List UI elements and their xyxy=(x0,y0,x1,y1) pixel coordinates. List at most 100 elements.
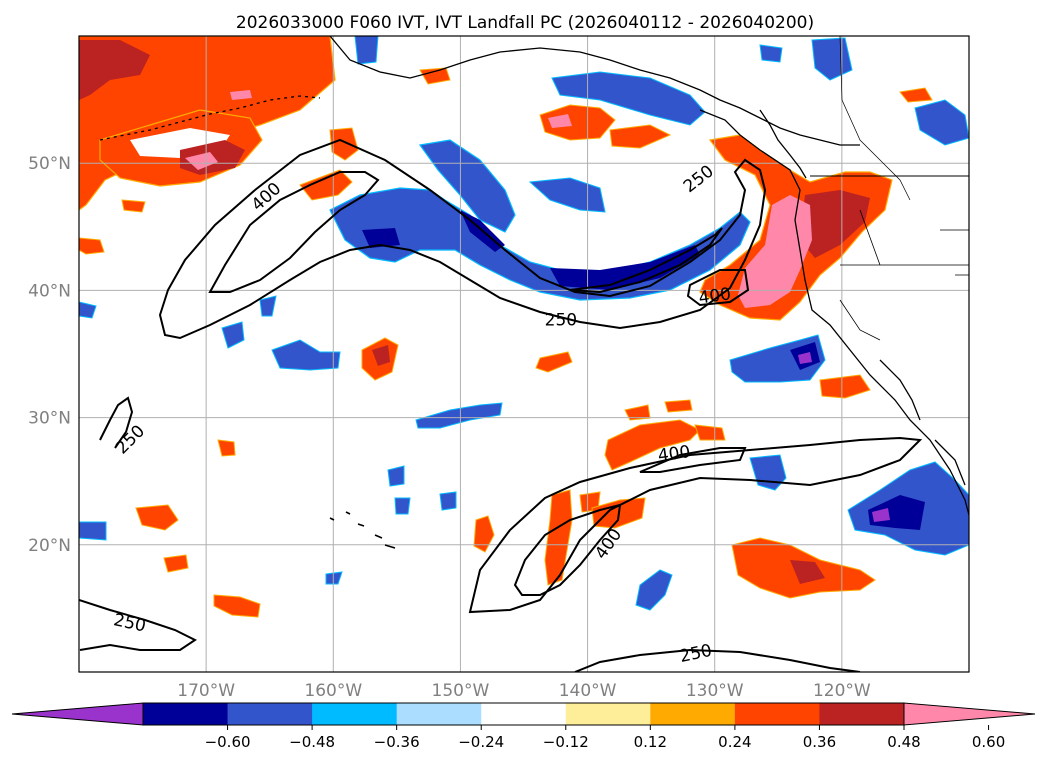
colorbar-extend-max xyxy=(903,702,1036,726)
longitude-tick-label: 170°W xyxy=(177,681,235,701)
negative-anomaly-region xyxy=(221,321,245,349)
colorbar-tick-label: 0.48 xyxy=(887,733,920,751)
colorbar-swatch xyxy=(143,703,229,725)
longitude-tick-label: 150°W xyxy=(432,681,490,701)
colorbar-tick-label: 0.60 xyxy=(972,733,1005,751)
strong-negative-region xyxy=(868,495,925,530)
colorbar-swatch xyxy=(312,703,398,725)
colorbar-swatch xyxy=(734,703,820,725)
positive-anomaly-region xyxy=(473,515,495,553)
contour-label-group: 400 xyxy=(697,284,732,308)
colorbar-tick-label: −0.48 xyxy=(289,733,335,751)
negative-anomaly-region xyxy=(528,177,606,213)
alaska-coastline xyxy=(329,36,860,146)
positive-anomaly-region xyxy=(217,439,236,457)
positive-anomaly-region xyxy=(213,594,261,618)
graticule xyxy=(79,36,969,672)
colorbar-outline xyxy=(142,702,905,726)
latitude-tick-label: 50°N xyxy=(28,154,71,174)
ivt-shading xyxy=(79,36,969,618)
negative-anomaly-region xyxy=(271,339,341,371)
negative-anomaly-region xyxy=(259,295,277,317)
hawaiian-islands xyxy=(329,511,396,549)
colorbar-tick-label: −0.12 xyxy=(543,733,589,751)
baja-coastline xyxy=(879,359,966,486)
ivt-400-contour xyxy=(513,503,622,596)
longitude-tick-label: 130°W xyxy=(686,681,744,701)
negative-anomaly-region xyxy=(354,36,379,65)
longitude-tick-label: 120°W xyxy=(813,681,871,701)
ivt-400-contour xyxy=(686,269,750,307)
colorbar-swatch xyxy=(481,703,567,725)
contour-label-group: 250 xyxy=(545,311,577,331)
contour-label: 400 xyxy=(657,442,692,466)
longitude-tick-label: 160°W xyxy=(304,681,362,701)
colorbar-swatch xyxy=(396,703,482,725)
colorbar: −0.60 −0.48 −0.36 −0.24 −0.12 0.12 0.24 0.36 0.4… xyxy=(11,702,1036,751)
positive-anomaly-region xyxy=(604,419,701,471)
colorbar-tick-label: 0.36 xyxy=(803,733,836,751)
contour-label-group: 400 xyxy=(657,442,692,466)
colorbar-tick-label: 0.12 xyxy=(634,733,667,751)
negative-anomaly-region xyxy=(551,71,706,126)
negative-anomaly-region xyxy=(439,491,457,511)
negative-anomaly-region xyxy=(79,301,97,319)
colorbar-swatch xyxy=(565,703,651,725)
british-columbia-coast xyxy=(759,109,807,179)
positive-anomaly-region xyxy=(664,399,693,413)
colorbar-tick-label: 0.24 xyxy=(718,733,751,751)
state-border xyxy=(839,209,969,341)
latitude-labels: 50°N 40°N 30°N 20°N xyxy=(28,154,71,556)
map-frame xyxy=(78,35,970,673)
strongest-positive-region xyxy=(738,195,812,308)
colorbar-swatch xyxy=(819,703,905,725)
ivt-250-contour xyxy=(468,436,923,614)
positive-anomaly-region xyxy=(694,424,726,441)
positive-anomaly-region xyxy=(535,351,573,373)
negative-anomaly-region xyxy=(914,99,969,146)
colorbar-swatch xyxy=(650,703,736,725)
contour-label: 400 xyxy=(697,284,732,308)
negative-anomaly-region xyxy=(394,497,411,515)
longitude-tick-label: 140°W xyxy=(559,681,617,701)
negative-anomaly-region xyxy=(79,521,107,541)
north-america-coastline xyxy=(699,109,969,516)
ivt-contours xyxy=(79,138,923,672)
ivt-400-contour xyxy=(639,447,747,473)
ivt-250-contour xyxy=(574,648,861,672)
positive-anomaly-region xyxy=(609,124,672,149)
ivt-250-contour xyxy=(79,599,197,651)
latitude-tick-label: 40°N xyxy=(28,281,71,301)
strongest-positive-region xyxy=(230,90,252,100)
strong-positive-region xyxy=(372,345,390,366)
strongest-positive-region xyxy=(185,152,218,170)
colorbar-tick-label: −0.60 xyxy=(205,733,251,751)
strong-positive-region xyxy=(790,560,825,584)
ivt-250-contour xyxy=(158,138,767,340)
latitude-tick-label: 30°N xyxy=(28,409,71,429)
negative-anomaly-region xyxy=(325,571,343,585)
ivt-400-contour xyxy=(208,171,380,293)
colorbar-extend-min xyxy=(11,702,144,726)
strong-positive-region xyxy=(800,190,870,258)
positive-anomaly-region xyxy=(419,67,451,85)
colorbar-swatch xyxy=(227,703,313,725)
positive-anomaly-region xyxy=(79,237,105,255)
negative-anomaly-region xyxy=(635,569,673,611)
negative-anomaly-region xyxy=(759,44,783,63)
colorbar-tick-label: −0.24 xyxy=(458,733,504,751)
positive-anomaly-region xyxy=(163,554,189,573)
contour-label: 250 xyxy=(545,311,577,331)
strong-negative-region xyxy=(362,228,400,248)
longitude-labels: 170°W 160°W 150°W 140°W 130°W 120°W xyxy=(177,681,871,701)
positive-anomaly-region xyxy=(899,87,933,103)
canada-interior-border xyxy=(839,36,911,201)
coastlines xyxy=(99,36,969,549)
strongest-negative-region xyxy=(872,508,890,522)
latitude-tick-label: 20°N xyxy=(28,536,71,556)
strongest-negative-region xyxy=(798,352,812,364)
figure-title: 2026033000 F060 IVT, IVT Landfall PC (20… xyxy=(236,13,814,33)
aleutian-islands xyxy=(99,95,321,141)
positive-anomaly-region xyxy=(121,199,146,213)
